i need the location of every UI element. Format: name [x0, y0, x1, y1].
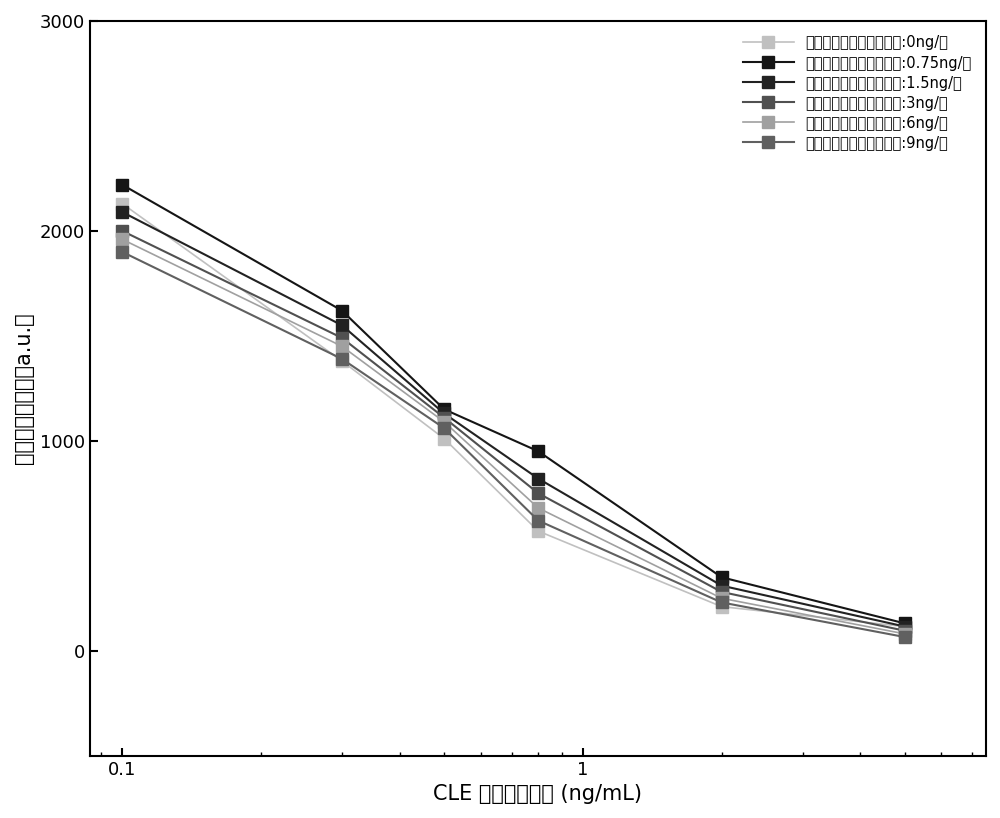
药光微球抵体复合物浓度:1.5ng/条: [899, 622, 911, 631]
药光微球抵体复合物浓度:9ng/条: [899, 632, 911, 642]
Line: 药光微球抵体复合物浓度:1.5ng/条: 药光微球抵体复合物浓度:1.5ng/条: [116, 205, 911, 633]
药光微球抵体复合物浓度:9ng/条: [116, 247, 128, 257]
药光微球抵体复合物浓度:1.5ng/条: [116, 207, 128, 217]
药光微球抵体复合物浓度:0.75ng/条: [336, 306, 348, 316]
药光微球抵体复合物浓度:9ng/条: [336, 354, 348, 364]
药光微球抵体复合物浓度:1.5ng/条: [532, 474, 544, 483]
Line: 药光微球抵体复合物浓度:0ng/条: 药光微球抵体复合物浓度:0ng/条: [116, 197, 911, 633]
药光微球抵体复合物浓度:0.75ng/条: [116, 180, 128, 190]
Y-axis label: 胶体金显色强度（a.u.）: 胶体金显色强度（a.u.）: [14, 312, 34, 464]
药光微球抵体复合物浓度:0.75ng/条: [438, 404, 450, 414]
Line: 药光微球抵体复合物浓度:9ng/条: 药光微球抵体复合物浓度:9ng/条: [116, 245, 911, 643]
药光微球抵体复合物浓度:1.5ng/条: [336, 321, 348, 330]
药光微球抵体复合物浓度:0.75ng/条: [899, 618, 911, 628]
药光微球抵体复合物浓度:3ng/条: [532, 488, 544, 498]
药光微球抵体复合物浓度:0ng/条: [716, 602, 728, 612]
药光微球抵体复合物浓度:1.5ng/条: [438, 408, 450, 418]
药光微球抵体复合物浓度:9ng/条: [438, 423, 450, 433]
药光微球抵体复合物浓度:6ng/条: [116, 234, 128, 244]
药光微球抵体复合物浓度:0ng/条: [336, 356, 348, 366]
药光微球抵体复合物浓度:3ng/条: [438, 413, 450, 423]
药光微球抵体复合物浓度:6ng/条: [438, 417, 450, 427]
药光微球抵体复合物浓度:6ng/条: [532, 503, 544, 513]
药光微球抵体复合物浓度:3ng/条: [116, 226, 128, 236]
药光微球抵体复合物浓度:0ng/条: [116, 199, 128, 209]
药光微球抵体复合物浓度:1.5ng/条: [716, 581, 728, 591]
药光微球抵体复合物浓度:9ng/条: [716, 597, 728, 607]
药光微球抵体复合物浓度:0ng/条: [438, 434, 450, 443]
Line: 药光微球抵体复合物浓度:0.75ng/条: 药光微球抵体复合物浓度:0.75ng/条: [116, 178, 911, 630]
药光微球抵体复合物浓度:3ng/条: [336, 333, 348, 343]
药光微球抵体复合物浓度:0ng/条: [532, 526, 544, 536]
药光微球抵体复合物浓度:6ng/条: [336, 341, 348, 351]
X-axis label: CLE 标准曲线浓度 (ng/mL): CLE 标准曲线浓度 (ng/mL): [433, 784, 642, 804]
药光微球抵体复合物浓度:3ng/条: [899, 626, 911, 636]
药光微球抵体复合物浓度:3ng/条: [716, 587, 728, 597]
Line: 药光微球抵体复合物浓度:6ng/条: 药光微球抵体复合物浓度:6ng/条: [116, 233, 911, 640]
药光微球抵体复合物浓度:0.75ng/条: [716, 573, 728, 582]
Line: 药光微球抵体复合物浓度:3ng/条: 药光微球抵体复合物浓度:3ng/条: [116, 225, 911, 637]
药光微球抵体复合物浓度:0ng/条: [899, 622, 911, 631]
药光微球抵体复合物浓度:6ng/条: [899, 629, 911, 639]
药光微球抵体复合物浓度:9ng/条: [532, 515, 544, 525]
药光微球抵体复合物浓度:0.75ng/条: [532, 447, 544, 456]
Legend: 药光微球抵体复合物浓度:0ng/条, 药光微球抵体复合物浓度:0.75ng/条, 药光微球抵体复合物浓度:1.5ng/条, 药光微球抵体复合物浓度:3ng/条,: 药光微球抵体复合物浓度:0ng/条, 药光微球抵体复合物浓度:0.75ng/条,…: [735, 28, 979, 159]
药光微球抵体复合物浓度:6ng/条: [716, 593, 728, 603]
